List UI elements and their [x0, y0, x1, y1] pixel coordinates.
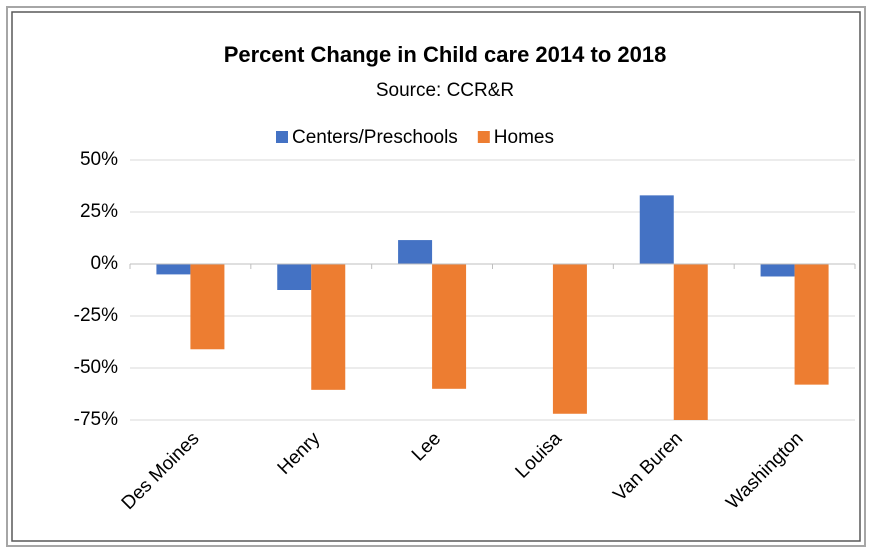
legend-label: Centers/Preschools [292, 127, 458, 148]
y-tick-label: 25% [80, 201, 118, 222]
bar [311, 264, 346, 390]
bar [432, 264, 467, 389]
bar [156, 264, 191, 275]
legend-label: Homes [494, 127, 554, 148]
bar [760, 264, 795, 277]
y-tick-label: 0% [91, 253, 119, 274]
chart-title: Percent Change in Child care 2014 to 201… [224, 42, 667, 67]
bar [552, 264, 587, 414]
bar [794, 264, 829, 385]
bar [673, 264, 708, 420]
y-tick-label: -25% [74, 305, 118, 326]
bar [190, 264, 225, 350]
legend-swatch [276, 131, 288, 143]
y-tick-label: -75% [74, 409, 118, 430]
legend-swatch [477, 131, 490, 143]
y-tick-label: 50% [80, 149, 118, 170]
bar [398, 240, 433, 264]
bar [277, 264, 312, 290]
y-tick-label: -50% [74, 357, 118, 378]
chart-subtitle: Source: CCR&R [376, 80, 514, 101]
bar [639, 195, 674, 264]
